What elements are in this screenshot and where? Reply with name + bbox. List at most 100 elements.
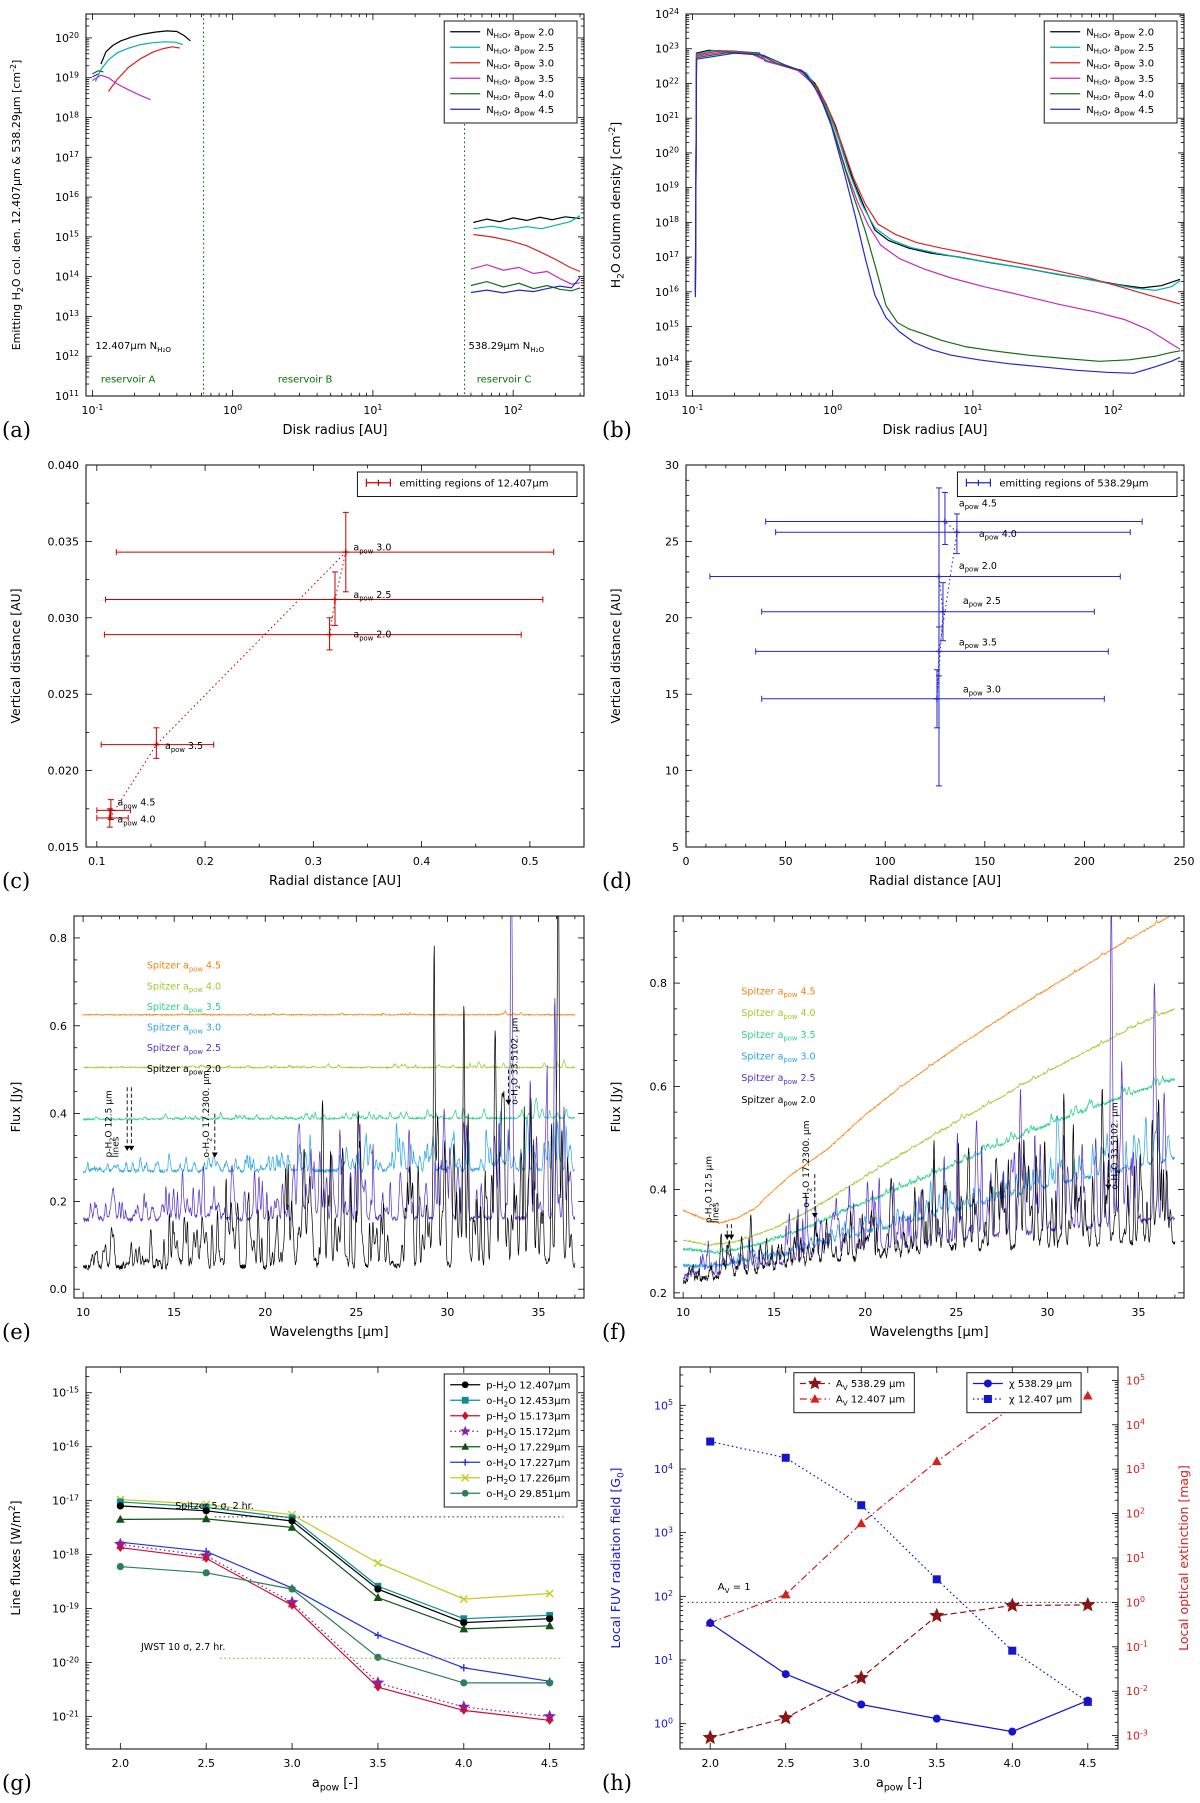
svg-text:10-3: 10-3 (1126, 1728, 1148, 1742)
svg-text:lines: lines (112, 1136, 122, 1157)
svg-text:5: 5 (672, 841, 679, 854)
svg-text:0: 0 (683, 855, 690, 868)
svg-text:1016: 1016 (655, 285, 679, 299)
svg-text:χ 538.29 μm: χ 538.29 μm (1009, 1379, 1072, 1390)
svg-text:Spitzer apow 3.0: Spitzer apow 3.0 (741, 1052, 815, 1065)
svg-text:200: 200 (1074, 855, 1095, 868)
svg-text:Flux [Jy]: Flux [Jy] (608, 1082, 623, 1133)
svg-text:103: 103 (1126, 1462, 1145, 1476)
svg-text:150: 150 (974, 855, 995, 868)
svg-text:20: 20 (258, 1306, 272, 1319)
svg-text:o-H2O 17.2300. μm: o-H2O 17.2300. μm (802, 1120, 814, 1207)
svg-text:0.8: 0.8 (50, 932, 68, 945)
svg-text:30: 30 (665, 459, 679, 472)
svg-text:1016: 1016 (55, 190, 79, 204)
svg-text:102: 102 (1104, 403, 1123, 417)
svg-text:1013: 1013 (655, 389, 679, 403)
panel-g: 2.0 2.5 3.0 3.5 4.0 4.5 10-21 10-20 10-19 10-18 10… (0, 1353, 600, 1803)
svg-text:Wavelengths [μm]: Wavelengths [μm] (869, 1325, 988, 1340)
svg-text:NH₂O, apow 3.0: NH₂O, apow 3.0 (1086, 58, 1154, 71)
svg-text:0.040: 0.040 (48, 459, 80, 472)
svg-text:10-17: 10-17 (52, 1493, 79, 1507)
svg-text:Local FUV radiation field [G0]: Local FUV radiation field [G0] (608, 1467, 627, 1648)
svg-text:emitting regions of 538.29μm: emitting regions of 538.29μm (999, 478, 1148, 489)
svg-text:reservoir C: reservoir C (477, 374, 532, 385)
svg-text:104: 104 (1126, 1418, 1145, 1432)
svg-text:o-H2O 17.2300. μm: o-H2O 17.2300. μm (202, 1070, 214, 1157)
svg-text:35: 35 (1131, 1306, 1145, 1319)
svg-text:0.035: 0.035 (48, 535, 80, 548)
svg-text:apow 4.0: apow 4.0 (979, 529, 1017, 542)
svg-text:apow 3.5: apow 3.5 (165, 741, 203, 754)
svg-text:0.015: 0.015 (48, 841, 80, 854)
svg-text:1017: 1017 (655, 250, 679, 264)
svg-text:1020: 1020 (655, 146, 679, 160)
svg-text:20: 20 (858, 1306, 872, 1319)
svg-text:2.5: 2.5 (777, 1757, 795, 1770)
panel-d-tag: (d) (602, 869, 632, 893)
panel-e-plot: 10 15 20 25 30 35 0.0 0.2 0.4 0.6 0.8 Wavelengths [… (8, 915, 585, 1340)
svg-text:105: 105 (1126, 1373, 1145, 1387)
svg-text:0.4: 0.4 (50, 1108, 68, 1121)
svg-text:NH₂O, apow 4.5: NH₂O, apow 4.5 (1086, 105, 1154, 118)
svg-text:0.030: 0.030 (48, 612, 80, 625)
panel-g-tag: (g) (2, 1771, 32, 1795)
svg-text:NH₂O, apow 3.0: NH₂O, apow 3.0 (486, 58, 554, 71)
svg-text:apow 4.5: apow 4.5 (117, 798, 155, 811)
svg-text:30: 30 (440, 1306, 454, 1319)
svg-text:3.5: 3.5 (369, 1757, 387, 1770)
panel-h-tag: (h) (602, 1771, 632, 1795)
svg-text:10: 10 (665, 765, 679, 778)
svg-text:NH₂O, apow 4.0: NH₂O, apow 4.0 (1086, 89, 1154, 102)
svg-text:NH₂O, apow 4.0: NH₂O, apow 4.0 (486, 89, 554, 102)
svg-text:101: 101 (654, 1653, 673, 1667)
svg-text:0.2: 0.2 (50, 1195, 68, 1208)
svg-text:20: 20 (665, 612, 679, 625)
svg-text:1019: 1019 (55, 71, 79, 85)
svg-text:1015: 1015 (655, 319, 679, 333)
svg-text:Spitzer apow 4.5: Spitzer apow 4.5 (741, 986, 815, 999)
panel-h-plot: 2.0 2.5 3.0 3.5 4.0 4.5 100 101 102 103 104 105 10-3… (608, 1366, 1191, 1794)
svg-text:emitting regions of 12.407μm: emitting regions of 12.407μm (399, 478, 548, 489)
svg-text:12.407μm NH₂O: 12.407μm NH₂O (95, 341, 171, 354)
svg-text:NH₂O, apow 2.0: NH₂O, apow 2.0 (1086, 27, 1154, 40)
svg-text:NH₂O, apow 4.5: NH₂O, apow 4.5 (486, 105, 554, 118)
panel-e: 10 15 20 25 30 35 0.0 0.2 0.4 0.6 0.8 Wavelengths [… (0, 902, 600, 1352)
svg-text:NH₂O, apow 3.5: NH₂O, apow 3.5 (486, 74, 554, 87)
svg-text:Disk radius [AU]: Disk radius [AU] (883, 423, 988, 438)
svg-text:35: 35 (531, 1306, 545, 1319)
panel-b-plot: 10-1 100 101 102 1013 1014 1015 1016 1017 1018 101… (608, 7, 1185, 438)
svg-text:100: 100 (654, 1716, 673, 1730)
svg-text:lines: lines (712, 1202, 722, 1223)
svg-text:50: 50 (779, 855, 793, 868)
svg-text:3.0: 3.0 (852, 1757, 870, 1770)
svg-text:102: 102 (654, 1589, 673, 1603)
svg-text:reservoir A: reservoir A (101, 374, 156, 385)
svg-text:0.6: 0.6 (650, 1080, 668, 1093)
svg-text:o-H2O 29.851μm: o-H2O 29.851μm (486, 1489, 570, 1502)
svg-text:reservoir B: reservoir B (278, 374, 333, 385)
svg-text:Spitzer apow 4.0: Spitzer apow 4.0 (147, 981, 221, 994)
svg-text:25: 25 (349, 1306, 363, 1319)
svg-text:Spitzer apow 3.0: Spitzer apow 3.0 (147, 1023, 221, 1036)
panel-f-tag: (f) (602, 1320, 627, 1344)
panel-a-tag: (a) (2, 418, 31, 442)
svg-text:0.2: 0.2 (196, 855, 214, 868)
panel-d: 0 50 100 150 200 250 5 10 15 20 25 30 Radial distanc… (600, 451, 1200, 901)
svg-text:0.5: 0.5 (521, 855, 539, 868)
svg-text:10-2: 10-2 (1126, 1684, 1148, 1698)
svg-text:538.29μm NH₂O: 538.29μm NH₂O (468, 341, 544, 354)
svg-text:102: 102 (504, 403, 523, 417)
svg-text:0.4: 0.4 (650, 1184, 668, 1197)
svg-text:H2O column density [cm-2]: H2O column density [cm-2] (608, 122, 627, 289)
svg-text:2.5: 2.5 (197, 1757, 215, 1770)
svg-text:104: 104 (654, 1462, 673, 1476)
svg-text:Spitzer apow 2.0: Spitzer apow 2.0 (147, 1064, 221, 1077)
svg-text:1019: 1019 (655, 180, 679, 194)
svg-text:Disk radius [AU]: Disk radius [AU] (283, 423, 388, 438)
svg-text:apow 4.0: apow 4.0 (117, 815, 155, 828)
svg-text:1017: 1017 (55, 150, 79, 164)
svg-text:0.6: 0.6 (50, 1020, 68, 1033)
panel-d-plot: 0 50 100 150 200 250 5 10 15 20 25 30 Radial distanc… (608, 459, 1195, 889)
